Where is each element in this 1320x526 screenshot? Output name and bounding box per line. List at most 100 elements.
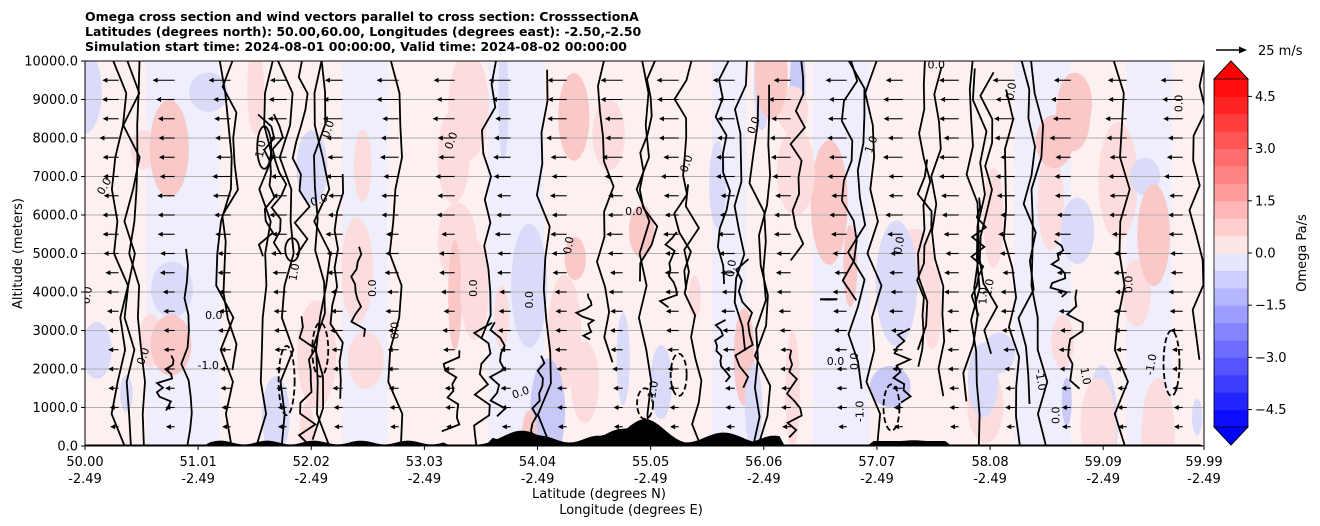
wind-vector-head-115 xyxy=(445,405,451,410)
colorbar-segment-5 xyxy=(1214,322,1248,341)
wind-vector-head-111 xyxy=(382,116,388,122)
wind-vector-head-164 xyxy=(549,193,555,199)
wind-vector-head-124 xyxy=(441,231,447,237)
wind-vector-head-326 xyxy=(1059,366,1065,372)
wind-vector-head-206 xyxy=(658,116,664,122)
wind-vector-head-308 xyxy=(1003,347,1009,353)
wind-vector-head-283 xyxy=(883,97,889,102)
wind-vector-head-232 xyxy=(780,347,786,353)
wind-vector-head-215 xyxy=(721,308,727,314)
wind-vector-head-53 xyxy=(215,135,221,141)
omega-blob-12 xyxy=(1121,259,1151,328)
wind-vector-head-9 xyxy=(103,251,109,256)
wind-vector-head-74 xyxy=(268,97,274,102)
contour-zero-32 xyxy=(1049,240,1069,298)
wind-vector-head-50 xyxy=(212,193,218,199)
wind-vector-head-123 xyxy=(438,251,444,256)
wind-vector-head-146 xyxy=(493,174,499,179)
wind-vector-head-340 xyxy=(1050,97,1056,102)
wind-vector-head-117 xyxy=(444,366,450,372)
omega-blob-9 xyxy=(650,345,672,420)
wind-vector-head-203 xyxy=(660,174,666,179)
wind-vector-head-67 xyxy=(271,231,277,237)
wind-vector-head-235 xyxy=(776,289,782,295)
wind-vector-head-122 xyxy=(439,270,445,276)
colorbar-segment-13 xyxy=(1214,183,1248,202)
wind-vector-head-338 xyxy=(1049,135,1055,141)
wind-vector-head-324 xyxy=(1061,405,1067,410)
omega-blob-15 xyxy=(785,330,800,446)
wind-vector-head-223 xyxy=(716,154,722,160)
contour-zero-51 xyxy=(734,258,754,389)
wind-vector-head-176 xyxy=(609,328,615,333)
axes: 0.0 1000.0 2000.0 3000.0 4000.0 5000.0 6000.0 7… xyxy=(11,55,1223,519)
colorbar-segment-10 xyxy=(1214,235,1248,254)
wind-vector-head-233 xyxy=(779,328,785,333)
wind-vector-head-251 xyxy=(834,347,840,353)
wind-vector-head-162 xyxy=(550,231,556,237)
wind-vector-head-221 xyxy=(720,193,726,199)
wind-vector-head-1 xyxy=(109,405,115,410)
wind-vector-head-5 xyxy=(108,328,114,333)
wind-vector-head-342 xyxy=(1118,424,1124,430)
contour-label-14: 0.0 xyxy=(561,235,577,254)
wind-vector-head-110 xyxy=(380,135,386,141)
omega-blob-6 xyxy=(547,274,582,390)
wind-vector-head-139 xyxy=(498,308,504,314)
wind-vector-head-305 xyxy=(1005,405,1011,410)
contour-zero-26 xyxy=(1030,61,1049,446)
wind-vector-head-360 xyxy=(1107,77,1113,83)
omega-blob-31 xyxy=(922,264,943,349)
wind-vector-head-356 xyxy=(1109,154,1115,160)
wind-vector-head-22 xyxy=(163,366,169,372)
colorbar-extend-bottom xyxy=(1213,426,1249,446)
wind-vector-head-28 xyxy=(160,251,166,256)
colorbar-segment-4 xyxy=(1214,340,1248,358)
colorbar-segment-2 xyxy=(1214,374,1248,393)
wind-vector-head-79 xyxy=(332,366,338,372)
x-tick-label-lon-5: -2.49 xyxy=(634,472,668,487)
omega-blob-17 xyxy=(85,322,112,379)
wind-vector-head-71 xyxy=(270,154,276,160)
wind-vector-head-56 xyxy=(208,77,214,83)
contour-label-10: 0.0 xyxy=(442,130,460,151)
wind-vector-head-214 xyxy=(722,328,728,333)
wind-vector-head-128 xyxy=(438,154,444,160)
wind-vector-head-367 xyxy=(1169,308,1175,314)
wind-vector-head-361 xyxy=(1173,424,1179,430)
wind-vector-head-151 xyxy=(488,77,494,83)
wind-vector-head-145 xyxy=(496,193,502,199)
wind-vector-head-354 xyxy=(1109,193,1115,199)
wind-vector-head-225 xyxy=(717,116,723,122)
wind-vector-head-11 xyxy=(102,212,108,218)
colorbar-segment-14 xyxy=(1214,166,1248,184)
wind-vector-head-373 xyxy=(1169,193,1175,199)
wind-vector-head-113 xyxy=(376,77,382,83)
wind-vector-head-158 xyxy=(555,308,561,314)
omega-blob-27 xyxy=(875,220,918,346)
wind-vector-head-41 xyxy=(220,366,226,372)
wind-vectors xyxy=(99,77,1183,430)
wind-vector-head-277 xyxy=(885,212,891,218)
omega-blob-0 xyxy=(85,61,102,134)
wind-vector-head-255 xyxy=(834,270,840,276)
wind-vector-head-288 xyxy=(947,366,953,372)
wind-vector-head-191 xyxy=(669,405,675,410)
wind-vector-head-190 xyxy=(670,424,676,430)
x-tick-label-lat-9: 59.09 xyxy=(1085,455,1122,470)
wind-vector-head-302 xyxy=(940,97,946,102)
colorbar-label: Omega Pa/s xyxy=(1295,214,1310,292)
wind-vector-head-149 xyxy=(495,116,501,122)
wind-vector-head-172 xyxy=(613,405,619,410)
contour-zero-16 xyxy=(1002,89,1021,446)
wind-vector-head-42 xyxy=(220,347,226,353)
contour-zero-46 xyxy=(840,61,859,301)
x-axis-label-latitude: Latitude (degrees N) xyxy=(532,487,666,502)
wind-vector-head-197 xyxy=(665,289,671,295)
contour-label-31: -1.0 xyxy=(197,359,218,372)
x-tick-label-lon-9: -2.49 xyxy=(1086,472,1120,487)
wind-vector-head-267 xyxy=(893,405,899,410)
omega-blob-37 xyxy=(341,217,373,324)
wind-vector-head-157 xyxy=(555,328,561,333)
contour-label-24: 0.0 xyxy=(1003,81,1019,100)
